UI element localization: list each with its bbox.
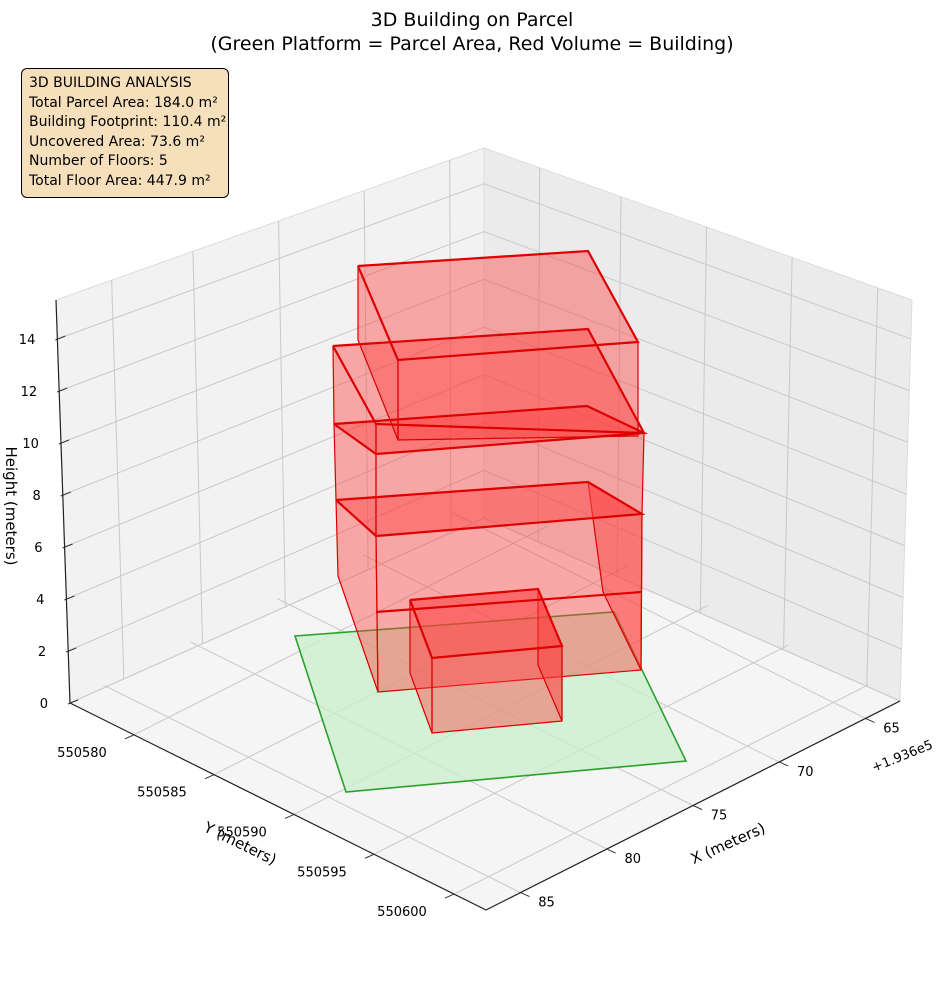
y-tick-label-550580: 550580 — [57, 746, 107, 761]
x-offset-label: +1.936e5 — [870, 738, 935, 776]
z-axis-line — [55, 299, 71, 704]
chart-title-line1: 3D Building on Parcel — [371, 9, 574, 31]
building-edges — [332, 249, 649, 660]
info-total-floor-area: Total Floor Area: 447.9 m² — [29, 172, 211, 189]
grid-wall-left-v2 — [278, 220, 286, 607]
z-tick-label-14: 14 — [19, 333, 36, 348]
grid-z-right-6 — [483, 374, 905, 547]
y-axis-line — [69, 702, 487, 911]
grid-z-left-0 — [69, 517, 485, 704]
y-tick-label-550590: 550590 — [217, 825, 267, 840]
grid-wall-right-v4 — [866, 287, 879, 687]
info-total-parcel-area: Total Parcel Area: 184.0 m² — [29, 94, 218, 111]
y-tick-mark-550595 — [364, 853, 375, 859]
grid-z-left-2 — [67, 469, 485, 652]
x-tick-label-85: 85 — [538, 896, 555, 911]
x-tick-mark-85 — [520, 892, 530, 898]
grid-x-floor-65 — [449, 510, 866, 719]
y-tick-mark-550590 — [284, 814, 295, 819]
y-tick-mark-550600 — [444, 893, 455, 899]
grid-z-right-8 — [483, 326, 907, 495]
z-tick-label-4: 4 — [36, 593, 44, 608]
info-number-of-floors: Number of Floors: 5 — [29, 153, 168, 170]
x-tick-label-80: 80 — [624, 852, 641, 867]
x-tick-mark-80 — [606, 848, 616, 854]
z-tick-label-2: 2 — [38, 645, 46, 660]
grid-y-floor-550580 — [133, 525, 549, 736]
x-tick-mark-70 — [779, 761, 789, 767]
z-axis-label: Height (meters) — [2, 447, 20, 566]
tick-labels: 0 2 4 6 8 10 12 14 65 70 75 80 85 550580 550585 550590 5… — [19, 333, 900, 920]
x-axis-label: X (meters) — [688, 819, 768, 868]
grid-lines — [57, 160, 912, 895]
grid-wall-right-v0 — [537, 167, 541, 542]
x-tick-label-70: 70 — [797, 765, 814, 780]
chart-title-line2: (Green Platform = Parcel Area, Red Volum… — [210, 33, 733, 55]
y-tick-label-550595: 550595 — [297, 865, 347, 880]
grid-wall-left-v1 — [192, 251, 203, 644]
grid-wall-left-v4 — [449, 160, 452, 533]
grid-z-right-0 — [483, 517, 901, 702]
y-tick-label-550585: 550585 — [137, 786, 187, 801]
z-tick-label-10: 10 — [22, 437, 39, 452]
z-tick-label-0: 0 — [40, 697, 48, 712]
x-axis-line — [485, 700, 901, 911]
z-tick-label-6: 6 — [34, 541, 42, 556]
grid-z-left-12 — [58, 231, 485, 392]
y-tick-label-550600: 550600 — [377, 905, 427, 920]
z-tick-label-12: 12 — [21, 385, 38, 400]
grid-wall-left-v3 — [363, 190, 369, 570]
building-volume — [332, 250, 645, 734]
y-tick-mark-550580 — [124, 734, 135, 740]
x-tick-label-75: 75 — [711, 809, 728, 824]
grid-z-left-6 — [64, 374, 485, 548]
info-building-footprint: Building Footprint: 110.4 m² — [29, 114, 227, 131]
grid-z-right-10 — [483, 278, 908, 443]
grid-wall-right-v3 — [783, 257, 793, 650]
z-tick-mark-0 — [67, 699, 79, 705]
grid-wall-right-v2 — [699, 227, 708, 614]
info-uncovered-area: Uncovered Area: 73.6 m² — [29, 133, 205, 150]
info-heading: 3D BUILDING ANALYSIS — [29, 75, 192, 91]
grid-z-left-10 — [60, 278, 485, 444]
grid-wall-left-v0 — [111, 280, 125, 679]
grid-y-floor-550600 — [453, 684, 869, 895]
x-tick-mark-75 — [692, 805, 703, 810]
grid-z-right-12 — [483, 231, 910, 392]
x-tick-label-65: 65 — [883, 721, 900, 736]
grid-x-floor-85 — [104, 685, 521, 894]
grid-z-left-14 — [57, 183, 485, 340]
grid-z-right-4 — [483, 422, 904, 598]
grid-z-left-8 — [62, 326, 485, 496]
x-tick-mark-65 — [865, 717, 875, 723]
axis-lines — [55, 299, 901, 911]
analysis-info-box: 3D BUILDING ANALYSIS Total Parcel Area: … — [21, 68, 229, 198]
grid-z-right-14 — [483, 183, 912, 340]
grid-z-right-2 — [483, 469, 902, 650]
y-tick-mark-550585 — [204, 774, 215, 780]
z-tick-label-8: 8 — [32, 489, 40, 504]
